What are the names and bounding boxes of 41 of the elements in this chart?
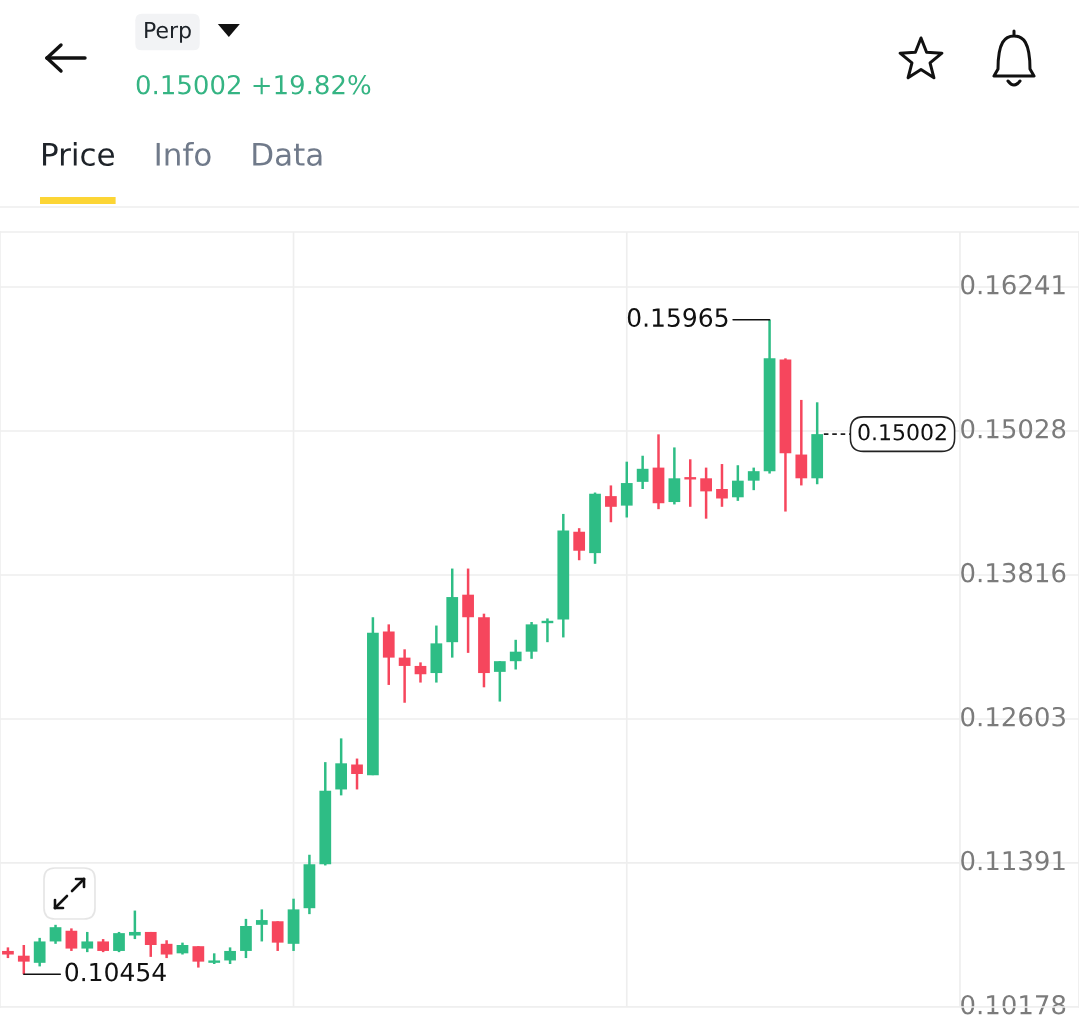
candlestick — [700, 466, 712, 520]
ref-line-label: 0.15002 — [858, 423, 946, 441]
candlestick — [509, 638, 522, 671]
candlestick — [49, 923, 62, 946]
candlestick — [462, 567, 474, 655]
y-tick-label: 0.15028 — [961, 418, 1066, 439]
candlestick — [493, 659, 506, 703]
text: Perp — [145, 22, 191, 43]
text: Data — [253, 142, 322, 166]
y-tick-label: 0.12603 — [961, 706, 1065, 727]
candlestick — [192, 944, 205, 969]
candlestick — [716, 462, 728, 509]
candlestick — [573, 526, 586, 562]
candlestick — [668, 446, 681, 506]
candlestick — [144, 930, 157, 959]
candlestick — [731, 463, 744, 503]
chart-subtitle: 0.15002 +19.82% — [136, 74, 371, 95]
text: Price — [43, 142, 114, 166]
candlestick — [33, 936, 46, 968]
candlestick — [129, 909, 141, 941]
candlestick — [255, 908, 268, 943]
candlestick — [795, 398, 808, 487]
candlestick — [636, 454, 649, 491]
candlestick — [113, 930, 125, 954]
text: Info — [156, 142, 211, 166]
candlestick — [605, 484, 617, 524]
candlestick — [81, 930, 94, 954]
candlestick — [398, 648, 411, 704]
candlestick — [747, 466, 760, 492]
candlestick — [271, 920, 284, 953]
candlestick — [351, 757, 363, 791]
annotation: 0.10454 — [65, 962, 166, 982]
y-tick-label: 0.16241 — [961, 274, 1065, 295]
candlestick — [620, 460, 633, 519]
y-tick-label: 0.11391 — [961, 850, 1065, 871]
candlestick — [65, 927, 78, 953]
candlestick — [414, 661, 427, 684]
y-tick-label: 0.10178 — [961, 994, 1066, 1015]
y-tick-label: 0.13816 — [961, 562, 1066, 583]
annotation: 0.15965 — [627, 308, 728, 328]
candlestick — [17, 943, 30, 976]
